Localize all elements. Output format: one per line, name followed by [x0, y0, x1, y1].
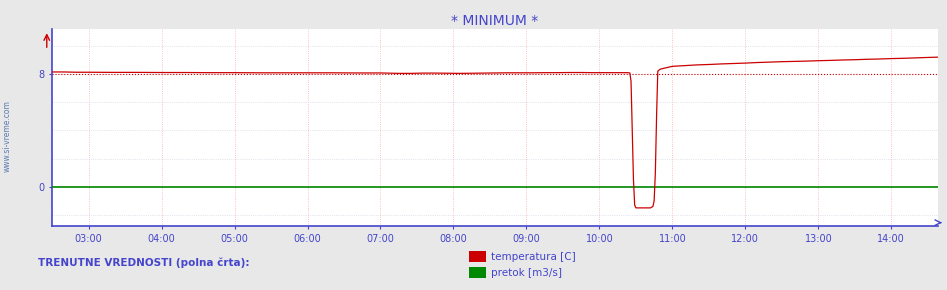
Text: temperatura [C]: temperatura [C]	[491, 252, 575, 262]
Text: pretok [m3/s]: pretok [m3/s]	[491, 268, 562, 278]
Text: www.si-vreme.com: www.si-vreme.com	[3, 100, 12, 172]
Text: TRENUTNE VREDNOSTI (polna črta):: TRENUTNE VREDNOSTI (polna črta):	[38, 257, 249, 268]
Title: * MINIMUM *: * MINIMUM *	[451, 14, 539, 28]
